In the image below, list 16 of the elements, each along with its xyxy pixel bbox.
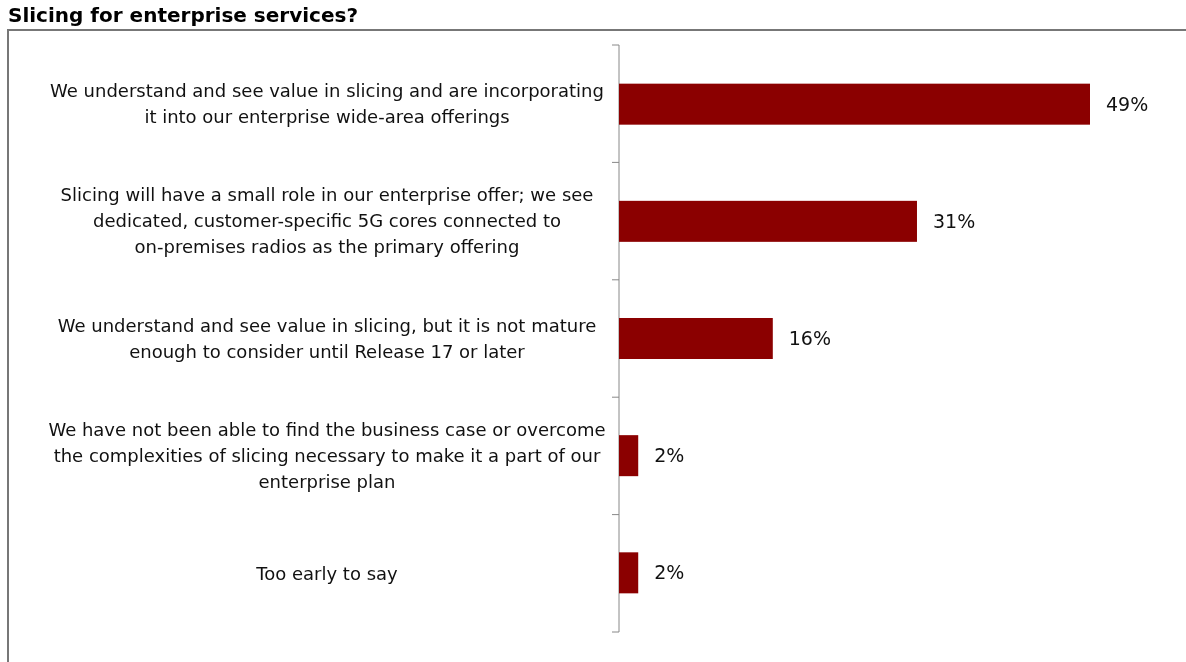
data-label: 31%: [932, 209, 976, 232]
data-label: 2%: [654, 561, 685, 584]
y-tick-label: Too early to say: [255, 562, 399, 584]
bar: [619, 83, 1090, 125]
y-tick-label: Slicing will have a small role in our enterprise offer; we see dedicated, customer-specific 5G cores connected to on-premises radios as the primary offering: [60, 184, 594, 258]
data-label: 16%: [788, 327, 832, 350]
bar: [619, 435, 639, 477]
bar: [619, 200, 917, 242]
bar: [619, 318, 773, 359]
data-label: 2%: [654, 444, 685, 467]
y-tick-label: We have not been able to find the business case or overcome the complexities of slicing necessary to make it a part of our enterprise plan: [48, 419, 606, 493]
bar: [619, 552, 639, 594]
y-tick-label: We understand and see value in slicing, but it is not mature enough to consider until Release 17 or later: [57, 314, 597, 362]
data-label: 49%: [1106, 92, 1149, 115]
text: Slicing for enterprise services?: [8, 3, 359, 27]
y-tick-label: We understand and see value in slicing and are incorporating it into our enterprise wide-area offerings: [50, 80, 604, 127]
